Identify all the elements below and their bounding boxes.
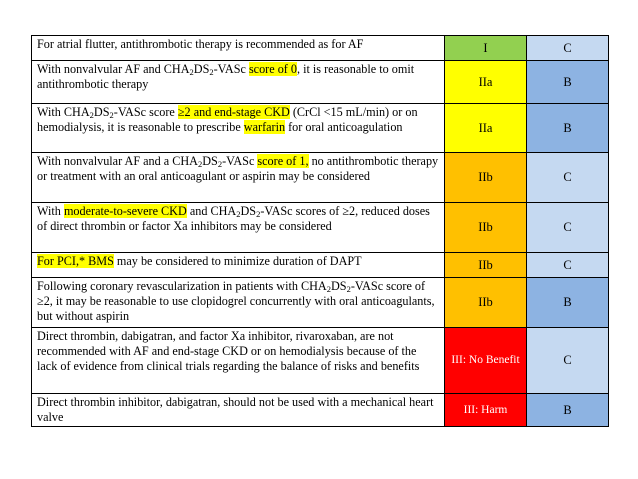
level-of-evidence: C [526,152,609,203]
recommendation-text: Direct thrombin, dabigatran, and factor … [31,327,445,394]
text-segment: for oral anticoagulation [285,120,403,134]
highlighted-text: score of 1, [257,154,309,168]
highlighted-text: For PCI,* BMS [37,254,114,268]
subscript-text: 2 [326,284,331,294]
recommendation-text: With nonvalvular AF and CHA2DS2-VASc sco… [31,60,445,104]
recommendation-text: Direct thrombin inhibitor, dabigatran, s… [31,393,445,427]
text-segment: Direct thrombin, dabigatran, and factor … [37,329,420,373]
text-segment: Following coronary revascularization in … [37,279,327,293]
class-of-recommendation: IIb [444,252,527,278]
text-segment: Direct thrombin inhibitor, dabigatran, s… [37,395,434,424]
recommendation-row: For PCI,* BMS may be considered to minim… [31,252,609,278]
class-of-recommendation: III: No Benefit [444,327,527,394]
recommendation-row: With moderate-to-severe CKD and CHA2DS2-… [31,202,609,253]
recommendation-text: With nonvalvular AF and a CHA2DS2-VASc s… [31,152,445,203]
subscript-text: 2 [109,110,114,120]
recommendation-text: With CHA2DS2-VASc score ≥2 and end-stage… [31,103,445,153]
text-segment: -VASc scores of ≥2, reduced doses of dir… [37,204,430,233]
recommendation-row: Direct thrombin, dabigatran, and factor … [31,327,609,394]
subscript-text: 2 [189,67,194,77]
highlighted-text: score of 0 [248,62,297,76]
text-segment: DS [193,62,210,76]
text-segment: DS [202,154,218,168]
recommendation-text: For PCI,* BMS may be considered to minim… [31,252,445,278]
recommendation-text: Following coronary revascularization in … [31,277,445,328]
text-segment: -VASc score [113,105,178,119]
subscript-text: 2 [209,67,214,77]
recommendation-row: With nonvalvular AF and a CHA2DS2-VASc s… [31,152,609,203]
text-segment: -VASc [222,154,258,168]
recommendation-text: With moderate-to-severe CKD and CHA2DS2-… [31,202,445,253]
level-of-evidence: B [526,277,609,328]
subscript-text: 2 [236,209,241,219]
text-segment: DS [93,105,110,119]
highlighted-text: warfarin [243,120,286,134]
recommendation-row: With CHA2DS2-VASc score ≥2 and end-stage… [31,103,609,153]
subscript-text: 2 [256,209,261,219]
text-segment: may be considered to minimize duration o… [113,254,362,268]
level-of-evidence: C [526,252,609,278]
class-of-recommendation: IIb [444,277,527,328]
level-of-evidence: C [526,202,609,253]
class-of-recommendation: IIb [444,202,527,253]
highlighted-text: ≥2 and end-stage CKD [177,105,290,119]
subscript-text: 2 [346,284,351,294]
subscript-text: 2 [197,159,203,169]
text-segment: DS [330,279,347,293]
class-of-recommendation: IIa [444,103,527,153]
recommendations-table: For atrial flutter, antithrombotic thera… [31,35,609,427]
class-of-recommendation: I [444,35,527,61]
text-segment: -VASc [213,62,249,76]
text-segment: With [37,204,64,218]
text-segment: With CHA [37,105,90,119]
text-segment: and CHA [186,204,237,218]
recommendation-row: With nonvalvular AF and CHA2DS2-VASc sco… [31,60,609,104]
class-of-recommendation: IIa [444,60,527,104]
text-segment: -VASc score of ≥2, it may be reasonable … [37,279,435,323]
class-of-recommendation: IIb [444,152,527,203]
text-segment: With nonvalvular AF and CHA [37,62,190,76]
class-of-recommendation: III: Harm [444,393,527,427]
subscript-text: 2 [217,159,223,169]
level-of-evidence: B [526,393,609,427]
highlighted-text: moderate-to-severe CKD [63,204,187,218]
text-segment: DS [240,204,257,218]
text-segment: For atrial flutter, antithrombotic thera… [37,37,364,51]
text-segment: With nonvalvular AF and a CHA [37,154,198,168]
text-segment: , it is reasonable to omit antithromboti… [37,62,415,91]
level-of-evidence: C [526,35,609,61]
level-of-evidence: B [526,60,609,104]
text-segment: (CrCl <15 mL/min) or on hemodialysis, it… [37,105,418,134]
subscript-text: 2 [89,110,94,120]
level-of-evidence: C [526,327,609,394]
level-of-evidence: B [526,103,609,153]
recommendation-row: Direct thrombin inhibitor, dabigatran, s… [31,393,609,427]
recommendations-table-body: For atrial flutter, antithrombotic thera… [31,35,609,427]
text-segment: no antithrombotic therapy or treatment w… [37,154,439,183]
recommendation-row: Following coronary revascularization in … [31,277,609,328]
recommendation-row: For atrial flutter, antithrombotic thera… [31,35,609,61]
recommendation-text: For atrial flutter, antithrombotic thera… [31,35,445,61]
